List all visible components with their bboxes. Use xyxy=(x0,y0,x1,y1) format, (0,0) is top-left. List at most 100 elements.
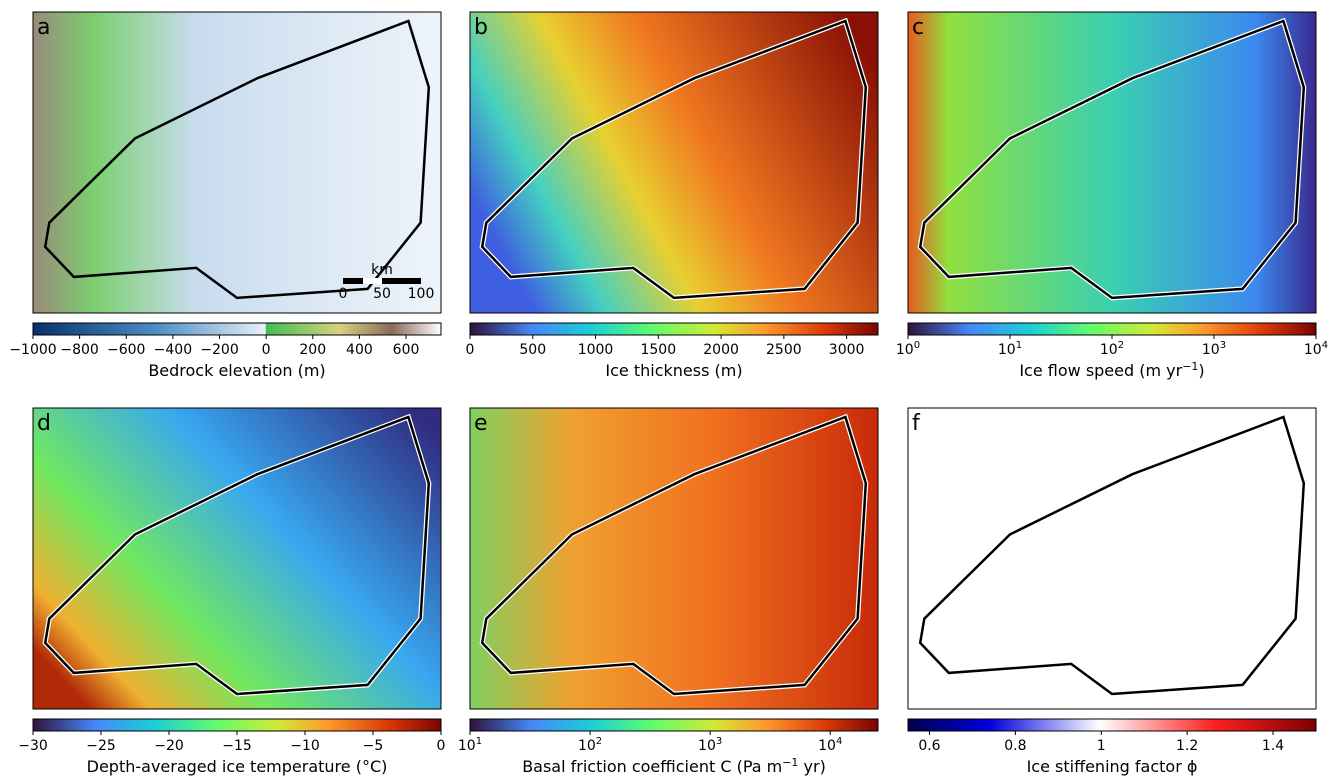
panel-letter: f xyxy=(912,411,921,436)
scalebar xyxy=(363,278,382,284)
colorbar-label: Ice stiffening factor ϕ xyxy=(1027,757,1198,776)
colorbar xyxy=(32,718,442,732)
glacier-outline xyxy=(480,415,868,696)
colorbar-tick-label: 500 xyxy=(519,342,546,358)
colorbar-tick-label: 0 xyxy=(262,342,271,358)
tick-text: 10 xyxy=(698,738,716,754)
tick-text: 0 xyxy=(262,342,271,358)
colorbar-tick-label: 0.8 xyxy=(1004,738,1026,754)
panel-letter: d xyxy=(37,411,51,436)
tick-text: 600 xyxy=(393,342,420,358)
map-image xyxy=(907,407,1317,710)
tick-text: 10 xyxy=(1202,342,1220,358)
tick-text: −5 xyxy=(363,738,384,754)
tick-text: 500 xyxy=(519,342,546,358)
tick-text: −25 xyxy=(86,738,116,754)
panel-letter: a xyxy=(37,15,50,40)
map-image xyxy=(907,11,1317,314)
map-image xyxy=(469,407,879,710)
colorbar-tick-label: 2000 xyxy=(703,342,739,358)
panel: a km 0 50 100 −1000 −800 −600 −400 −200 0 200 400 600… xyxy=(9,11,442,380)
colorbar-tick-label: −15 xyxy=(222,738,252,754)
tick-text: −1000 xyxy=(9,342,56,358)
tick-exponent: 3 xyxy=(1220,340,1226,351)
tick-text: 1 xyxy=(1097,738,1106,754)
tick-text: 0 xyxy=(466,342,475,358)
tick-text: 1.4 xyxy=(1262,738,1284,754)
colorbar-tick-label: 2500 xyxy=(766,342,802,358)
panel-letter: c xyxy=(912,15,924,40)
colorbar-label: Depth-averaged ice temperature (°C) xyxy=(87,757,388,776)
label-exponent: −1 xyxy=(782,756,798,769)
label-exponent: −1 xyxy=(1182,360,1198,373)
tick-text: −15 xyxy=(222,738,252,754)
tick-text: 3000 xyxy=(829,342,865,358)
colorbar-tick-label: 3000 xyxy=(829,342,865,358)
colorbar-tick-label: 1 xyxy=(1097,738,1106,754)
colorbar-tick-label: 102 xyxy=(1100,340,1124,358)
label-end: yr) xyxy=(798,757,825,776)
glacier-outline xyxy=(918,19,1306,300)
tick-exponent: 0 xyxy=(914,340,920,351)
tick-text: 2500 xyxy=(766,342,802,358)
colorbar-tick-label: 400 xyxy=(346,342,373,358)
colorbar-tick-label: 1.4 xyxy=(1262,738,1284,754)
tick-text: −800 xyxy=(60,342,98,358)
tick-text: 0.8 xyxy=(1004,738,1026,754)
tick-text: −10 xyxy=(290,738,320,754)
colorbar-tick-label: 103 xyxy=(698,736,722,754)
colorbar-tick-label: 102 xyxy=(578,736,602,754)
colorbar-tick-label: 101 xyxy=(998,340,1022,358)
panel-letter: e xyxy=(474,411,488,436)
colorbar-tick-label: 0 xyxy=(466,342,475,358)
tick-text: 1500 xyxy=(640,342,676,358)
tick-text: 0.6 xyxy=(918,738,940,754)
colorbar xyxy=(907,718,1317,732)
colorbar-label: Ice flow speed (m yr−1) xyxy=(1019,360,1204,380)
tick-text: 400 xyxy=(346,342,373,358)
map-image xyxy=(469,11,879,314)
colorbar-tick-label: 100 xyxy=(896,340,920,358)
tick-exponent: 1 xyxy=(476,736,482,747)
tick-text: 10 xyxy=(896,342,914,358)
tick-exponent: 3 xyxy=(716,736,722,747)
scalebar-tick: 100 xyxy=(408,286,435,302)
scalebar-unit: km xyxy=(371,262,393,278)
tick-text: −20 xyxy=(154,738,184,754)
colorbar-tick-label: 200 xyxy=(299,342,326,358)
tick-text: 1000 xyxy=(578,342,614,358)
tick-text: −600 xyxy=(107,342,145,358)
panel: d −30 −25 −20 −15 −10 −5 0 Depth-averaged ice te… xyxy=(18,407,446,776)
panel: b 0 500 1000 1500 2000 2500 3000 Ice thickness (… xyxy=(466,11,879,380)
label-text: Bedrock elevation (m) xyxy=(148,361,325,380)
tick-exponent: 4 xyxy=(1322,340,1328,351)
label-end: ) xyxy=(1198,361,1204,380)
tick-exponent: 2 xyxy=(1118,340,1124,351)
panel-letter: b xyxy=(474,15,488,40)
glacier-outline xyxy=(918,415,1306,696)
label-text: Depth-averaged ice temperature (°C) xyxy=(87,757,388,776)
colorbar xyxy=(32,322,442,336)
colorbar-tick-label: 0 xyxy=(437,738,446,754)
scalebar-tick: 0 xyxy=(339,286,348,302)
label-text: Basal friction coefficient C (Pa m xyxy=(522,757,782,776)
colorbar-tick-label: 101 xyxy=(458,736,482,754)
colorbar-tick-label: −400 xyxy=(154,342,192,358)
colorbar-tick-label: −10 xyxy=(290,738,320,754)
colorbar-tick-label: −30 xyxy=(18,738,48,754)
tick-text: 10 xyxy=(578,738,596,754)
colorbar xyxy=(469,718,879,732)
colorbar-tick-label: 104 xyxy=(818,736,842,754)
colorbar-label: Basal friction coefficient C (Pa m−1 yr) xyxy=(522,756,826,776)
tick-text: −200 xyxy=(200,342,238,358)
colorbar-label: Bedrock elevation (m) xyxy=(148,361,325,380)
tick-text: 1.2 xyxy=(1176,738,1198,754)
label-text: Ice flow speed (m yr xyxy=(1019,361,1182,380)
colorbar-tick-label: −20 xyxy=(154,738,184,754)
tick-text: 10 xyxy=(458,738,476,754)
tick-text: 2000 xyxy=(703,342,739,358)
colorbar-tick-label: 1500 xyxy=(640,342,676,358)
colorbar-tick-label: −800 xyxy=(60,342,98,358)
